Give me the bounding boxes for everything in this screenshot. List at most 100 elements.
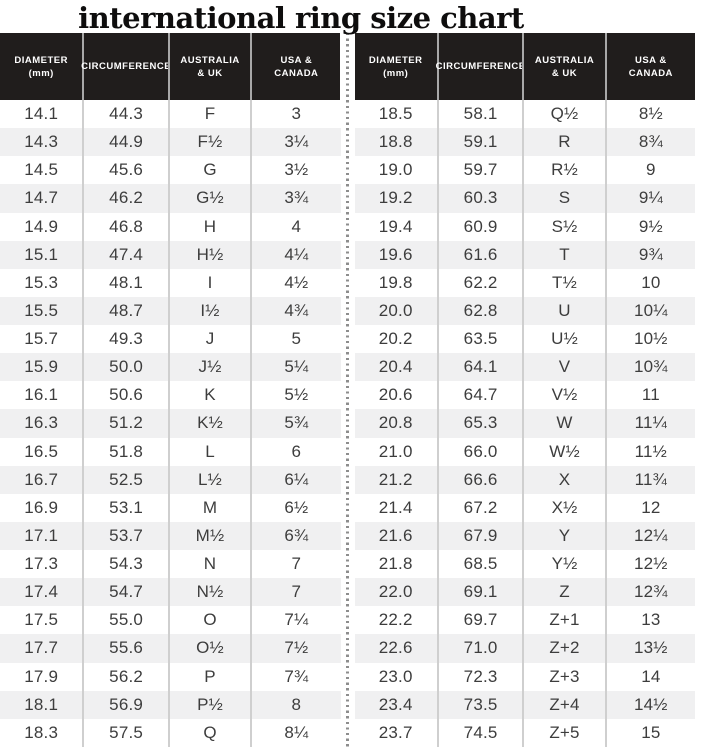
cell-usa-canada: 11½ xyxy=(604,437,695,466)
cell-circumference: 65.3 xyxy=(436,409,522,438)
cell-diameter: 19.4 xyxy=(378,216,413,236)
cell-australia-uk: N xyxy=(167,550,250,579)
table-row: 16.1 50.6 K 5½ xyxy=(0,381,341,410)
table-row: 21.6 67.9 Y 12¼ xyxy=(354,521,695,550)
cell-diameter: 21.0 xyxy=(378,441,413,461)
cell-usa-canada: 12¾ xyxy=(604,578,695,607)
cell-circumference: 62.2 xyxy=(436,268,522,297)
table-row: 19.0 59.7 R½ 9 xyxy=(355,156,696,185)
column-header-sublabel: CANADA xyxy=(628,67,673,79)
table-row: 14.7 46.2 G½ 3¾ xyxy=(0,184,341,213)
table-row: 14.3 44.9 F½ 3¼ xyxy=(0,128,341,157)
table-row: 14.1 44.3 F 3 xyxy=(0,100,341,129)
table-row: 14.9 46.8 H 4 xyxy=(0,212,341,241)
table-row: 15.1 47.4 H½ 4¼ xyxy=(0,240,341,269)
cell-diameter: 20.0 xyxy=(378,300,413,320)
cell-circumference: 54.3 xyxy=(82,550,167,579)
column-header-sublabel: & UK xyxy=(551,67,578,79)
cell-circumference: 58.1 xyxy=(436,100,522,129)
table-row: 15.7 49.3 J 5 xyxy=(0,325,341,354)
cell-diameter: 18.8 xyxy=(378,132,413,152)
cell-circumference: 56.2 xyxy=(82,662,167,691)
cell-australia-uk: X xyxy=(522,465,604,494)
cell-diameter: 21.4 xyxy=(378,497,413,517)
table-row: 14.5 45.6 G 3½ xyxy=(0,156,341,185)
cell-usa-canada: 10 xyxy=(604,268,695,297)
cell-diameter: 19.2 xyxy=(378,188,413,208)
cell-australia-uk: H xyxy=(167,212,250,241)
cell-diameter: 21.8 xyxy=(378,554,413,574)
cell-australia-uk: Q xyxy=(167,718,250,747)
column-header-label: CIRCUMFERENCE xyxy=(81,61,172,72)
cell-diameter: 18.3 xyxy=(24,722,59,742)
cell-circumference: 63.5 xyxy=(436,325,522,354)
cell-usa-canada: 4 xyxy=(250,212,340,241)
cell-australia-uk: G½ xyxy=(167,184,250,213)
cell-australia-uk: S xyxy=(522,184,604,213)
tables-container: DIAMETER (mm) CIRCUMFERENCE AUSTRALIA & UK US… xyxy=(0,33,702,747)
cell-australia-uk: Z+3 xyxy=(522,662,604,691)
column-header-sublabel: (mm) xyxy=(383,67,409,79)
cell-australia-uk: N½ xyxy=(167,578,250,607)
cell-diameter: 17.7 xyxy=(24,638,59,658)
cell-usa-canada: 14 xyxy=(604,662,695,691)
table-row: 15.3 48.1 I 4½ xyxy=(0,268,341,297)
cell-diameter: 18.5 xyxy=(378,104,413,124)
cell-diameter: 16.1 xyxy=(24,385,59,405)
cell-australia-uk: W½ xyxy=(522,437,604,466)
cell-circumference: 60.9 xyxy=(436,212,522,241)
cell-circumference: 72.3 xyxy=(436,662,522,691)
cell-australia-uk: U½ xyxy=(522,325,604,354)
column-header-label: USA & xyxy=(634,54,667,66)
cell-usa-canada: 5 xyxy=(250,325,340,354)
cell-australia-uk: J½ xyxy=(167,353,250,382)
title-bar: international ring size chart xyxy=(0,0,702,33)
cell-usa-canada: 9½ xyxy=(604,212,695,241)
cell-australia-uk: V xyxy=(522,353,604,382)
table-row: 19.6 61.6 T 9¾ xyxy=(354,240,695,269)
table-row: 22.0 69.1 Z 12¾ xyxy=(354,578,695,607)
table-row: 23.0 72.3 Z+3 14 xyxy=(355,662,696,691)
cell-diameter: 23.7 xyxy=(378,722,413,742)
cell-circumference: 47.4 xyxy=(82,240,167,269)
table-row: 15.9 50.0 J½ 5¼ xyxy=(0,353,341,382)
cell-diameter: 20.4 xyxy=(378,357,413,377)
cell-diameter: 22.2 xyxy=(378,610,413,630)
cell-circumference: 62.8 xyxy=(436,296,522,325)
cell-australia-uk: G xyxy=(167,156,250,185)
cell-circumference: 74.5 xyxy=(436,718,522,747)
table-row: 19.4 60.9 S½ 9½ xyxy=(355,212,696,241)
column-header-usa-canada: USA & CANADA xyxy=(250,33,341,100)
column-header-diameter: DIAMETER (mm) xyxy=(354,33,437,100)
table-row: 23.7 74.5 Z+5 15 xyxy=(355,718,696,747)
cell-usa-canada: 11¼ xyxy=(604,409,695,438)
cell-diameter: 17.1 xyxy=(24,525,59,545)
table-row: 19.2 60.3 S 9¼ xyxy=(354,184,695,213)
cell-usa-canada: 5½ xyxy=(250,381,340,410)
cell-diameter: 22.6 xyxy=(378,638,413,658)
table-row: 22.2 69.7 Z+1 13 xyxy=(355,606,696,635)
cell-diameter: 16.5 xyxy=(24,441,59,461)
cell-usa-canada: 12 xyxy=(604,493,695,522)
cell-usa-canada: 4¾ xyxy=(250,296,340,325)
cell-australia-uk: O½ xyxy=(167,634,250,663)
cell-usa-canada: 3¼ xyxy=(250,128,340,157)
cell-usa-canada: 6 xyxy=(250,437,340,466)
cell-australia-uk: Q½ xyxy=(522,100,604,129)
cell-usa-canada: 8 xyxy=(250,690,340,719)
cell-diameter: 20.6 xyxy=(378,385,413,405)
cell-circumference: 44.3 xyxy=(82,100,167,129)
cell-australia-uk: K xyxy=(167,381,250,410)
cell-australia-uk: L xyxy=(167,437,250,466)
cell-australia-uk: V½ xyxy=(522,381,604,410)
cell-usa-canada: 8¾ xyxy=(604,128,695,157)
cell-circumference: 68.5 xyxy=(436,550,522,579)
cell-usa-canada: 7¾ xyxy=(250,662,340,691)
cell-usa-canada: 12¼ xyxy=(604,521,695,550)
column-header-label: AUSTRALIA xyxy=(180,54,240,66)
column-header-sublabel: & UK xyxy=(197,67,223,79)
table-row: 20.0 62.8 U 10¼ xyxy=(354,296,695,325)
cell-usa-canada: 9¼ xyxy=(604,184,695,213)
cell-diameter: 19.8 xyxy=(378,272,413,292)
cell-diameter: 14.5 xyxy=(24,160,59,180)
